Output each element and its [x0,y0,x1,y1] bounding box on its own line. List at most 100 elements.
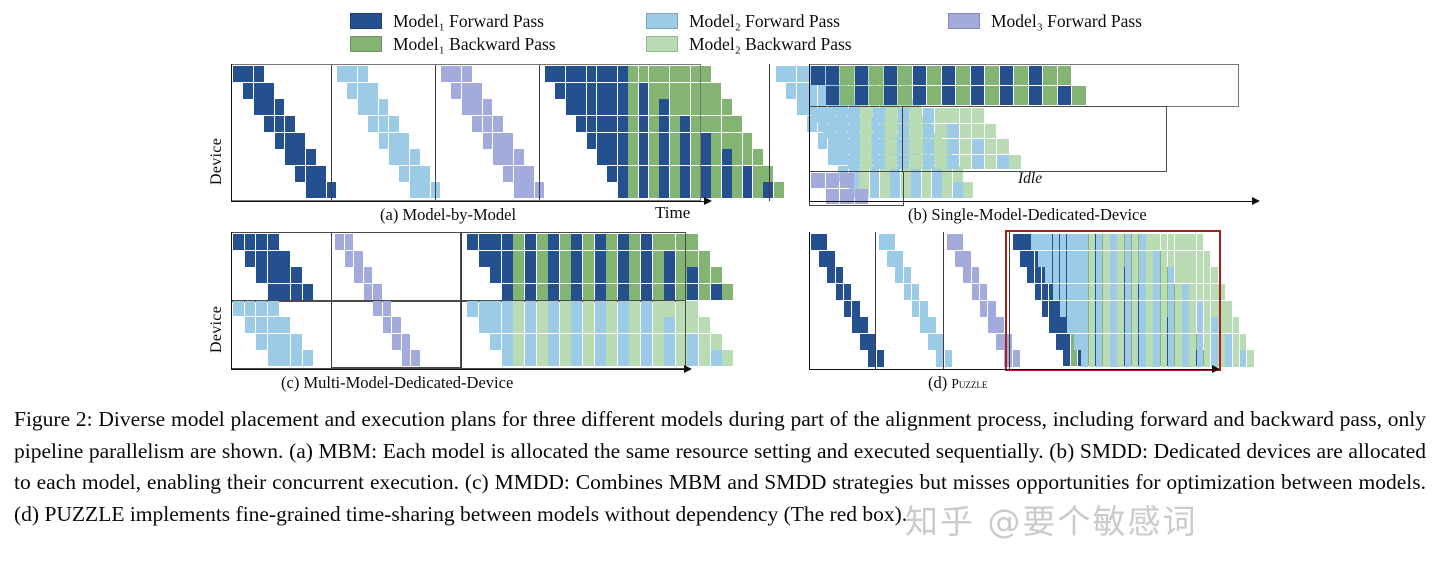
model2-forward-cell [1067,300,1074,317]
model2-backward-cell [652,333,664,350]
model3-forward-cell [472,99,482,116]
model1-backward-cell [1178,317,1186,334]
model2-forward-cell [279,350,291,367]
model1-forward-cell [1106,317,1114,334]
model1-backward-cell [649,115,659,132]
model1-backward-cell [638,66,649,83]
model1-forward-cell [835,283,844,300]
x-axis-arrow-b [1252,197,1260,205]
model3-forward-cell [503,165,514,182]
model1-forward-cell [827,267,836,284]
model2-forward-cell [389,149,399,166]
model1-backward-cell [669,132,680,149]
model2-forward-cell [1052,234,1060,251]
model2-backward-cell [1218,317,1225,334]
model2-forward-cell [1095,300,1103,317]
model1-backward-cell [513,283,525,300]
legend-swatch-model2-backward [646,36,678,52]
model3-forward-cell [392,333,401,350]
model2-forward-cell [1124,317,1132,334]
model1-backward-cell [1157,283,1164,300]
model1-backward-cell [606,250,618,267]
model1-backward-cell [583,250,594,267]
model2-backward-cell [963,182,973,199]
model1-backward-cell [652,234,664,251]
model1-forward-cell [1063,234,1070,251]
model2-forward-cell [1110,300,1117,317]
model2-forward-cell [786,82,797,99]
model1-backward-cell [985,86,999,106]
model1-backward-cell [1099,267,1106,284]
model1-backward-cell [985,66,999,86]
model1-forward-cell [701,165,711,182]
model2-forward-cell [389,132,399,149]
model3-forward-cell [363,283,373,300]
model1-forward-cell [1063,317,1070,334]
model2-forward-cell [1196,333,1204,350]
model2-forward-cell [947,123,959,139]
model1-backward-cell [1157,350,1164,367]
model2-forward-cell [922,123,935,139]
model2-backward-cell [1160,300,1168,317]
model1-backward-cell [1085,333,1092,350]
model2-forward-cell [1074,333,1081,350]
model2-forward-cell [848,154,860,170]
model1-forward-cell [664,250,676,267]
model1-forward-cell [811,66,825,86]
model2-forward-cell [1139,300,1146,317]
model2-backward-cell [664,300,676,317]
model2-backward-cell [699,350,710,367]
model2-backward-cell [880,182,890,199]
model1-backward-cell [675,250,687,267]
model1-forward-cell [701,132,711,149]
model2-backward-cell [1167,250,1175,267]
model2-forward-cell [1052,283,1060,300]
model3-forward-cell [344,234,354,250]
model2-backward-cell [629,317,641,334]
model1-forward-cell [617,182,628,199]
model3-forward-cell [354,250,363,267]
model2-forward-cell [1110,283,1117,300]
model1-backward-cell [1128,333,1135,350]
panel-caption-c: (c) Multi-Model-Dedicated-Device [281,373,514,392]
model1-forward-cell [555,66,566,83]
model1-backward-cell [732,149,742,166]
model2-backward-cell [1009,154,1021,170]
model1-forward-cell [1149,300,1157,317]
model2-backward-cell [947,108,959,123]
model2-forward-cell [1052,267,1060,284]
model1-backward-cell [1185,317,1193,334]
panel-a-separator-2 [539,64,541,201]
model1-forward-cell [1121,300,1128,317]
model2-forward-cell [548,317,560,334]
model3-forward-cell [971,283,980,300]
model2-backward-cell [935,154,947,170]
model3-forward-cell [840,189,854,205]
model1-backward-cell [1070,267,1078,284]
model1-backward-cell [1164,300,1171,317]
model1-forward-cell [1063,300,1070,317]
model3-forward-cell [493,115,503,132]
plot-area-d [809,230,1254,371]
model1-forward-cell [1041,234,1049,251]
model1-backward-cell [1142,300,1150,317]
model2-backward-cell [1160,283,1168,300]
model1-backward-cell [629,250,641,267]
plot-area-b [809,64,1259,206]
model1-forward-cell [555,82,566,99]
model2-forward-cell [1196,317,1204,334]
model1-backward-cell [1164,267,1171,284]
model1-forward-cell [638,82,649,99]
model2-backward-cell [911,99,921,116]
model1-backward-cell [711,132,722,149]
panel-b-sep-model2 [902,106,904,172]
model1-forward-cell [835,267,844,284]
model1-forward-cell [597,149,607,166]
model2-forward-cell [525,300,536,317]
model1-forward-cell [576,99,586,116]
model2-backward-cell [1103,283,1110,300]
model1-forward-cell [641,250,652,267]
model1-forward-cell [253,99,264,116]
model2-forward-cell [1211,333,1218,350]
model2-backward-cell [583,350,594,367]
